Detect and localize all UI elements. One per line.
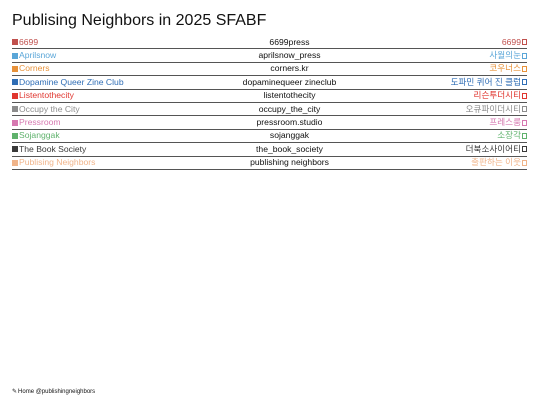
- color-square-icon: [12, 159, 18, 166]
- cell-native: 프레스룸: [377, 116, 527, 129]
- missing-glyph-icon: [522, 79, 527, 86]
- publisher-handle[interactable]: pressroom.studio: [256, 117, 323, 128]
- color-square-icon: [12, 39, 18, 46]
- publisher-name: Occupy the City: [19, 103, 80, 114]
- publisher-native-name: 6699: [501, 36, 521, 47]
- publisher-handle[interactable]: corners.kr: [270, 63, 309, 74]
- cell-name: Listentothecity: [12, 89, 202, 102]
- cell-native: 리슨투더시티: [377, 89, 527, 102]
- publisher-native-name: 오큐파이더시티: [465, 103, 521, 114]
- publisher-handle[interactable]: dopaminequeer zineclub: [242, 76, 337, 87]
- table-row: Occupy the City occupy_the_city 오큐파이더시티: [12, 103, 527, 117]
- publisher-handle[interactable]: 6699press: [269, 36, 310, 47]
- color-square-icon: [12, 119, 18, 126]
- publisher-name: Dopamine Queer Zine Club: [19, 76, 124, 87]
- table-row: Listentothecity listentothecity 리슨투더시티: [12, 90, 527, 103]
- missing-glyph-icon: [522, 159, 527, 166]
- color-square-icon: [12, 132, 18, 139]
- missing-glyph-icon: [522, 92, 527, 99]
- publisher-name: Pressroom: [19, 117, 61, 128]
- neighbors-table: 6699 6699press 6699 Aprilsnow aprilsnow_pres…: [12, 36, 527, 170]
- table-row: Sojanggak sojanggak 소장각: [12, 129, 527, 144]
- publisher-name: Listentothecity: [19, 90, 74, 101]
- cell-native: 오큐파이더시티: [377, 103, 527, 116]
- missing-glyph-icon: [522, 106, 527, 113]
- color-square-icon: [12, 52, 18, 59]
- cell-name: Aprilsnow: [12, 49, 202, 62]
- publisher-handle[interactable]: publishing neighbors: [250, 157, 329, 168]
- missing-glyph-icon: [522, 65, 527, 72]
- publisher-native-name: 리슨투더시티: [473, 90, 521, 101]
- cell-native: 소장각: [377, 129, 527, 142]
- cell-native: 사월의눈: [377, 49, 527, 62]
- publisher-handle[interactable]: sojanggak: [269, 130, 310, 141]
- page-title: Publising Neighbors in 2025 SFABF: [12, 12, 267, 29]
- cell-native: 출판하는 이웃: [377, 156, 527, 169]
- cell-native: 도파민 퀴어 진 클럽: [377, 76, 527, 89]
- cell-name: Pressroom: [12, 116, 202, 129]
- table-row: Publising Neighbors publishing neighbors 출…: [12, 157, 527, 170]
- publisher-name: Sojanggak: [19, 130, 60, 141]
- publisher-native-name: 소장각: [497, 130, 521, 141]
- publisher-handle[interactable]: the_book_society: [256, 143, 323, 154]
- publisher-name: The Book Society: [19, 143, 87, 154]
- footer-link[interactable]: Home @publishingneighbors: [18, 388, 96, 395]
- missing-glyph-icon: [522, 39, 527, 46]
- table-row: 6699 6699press 6699: [12, 36, 527, 50]
- publisher-native-name: 도파민 퀴어 진 클럽: [450, 76, 521, 87]
- publisher-native-name: 코우너스: [489, 63, 521, 74]
- publisher-handle[interactable]: occupy_the_city: [258, 103, 321, 114]
- table-row: Dopamine Queer Zine Club dopaminequeer zi…: [12, 76, 527, 90]
- cell-name: Corners: [12, 62, 202, 75]
- cell-native: 더북소사이어티: [377, 143, 527, 156]
- publisher-native-name: 더북소사이어티: [465, 143, 521, 154]
- publisher-handle[interactable]: aprilsnow_press: [258, 50, 321, 61]
- missing-glyph-icon: [522, 132, 527, 139]
- cell-name: The Book Society: [12, 143, 202, 156]
- table-row: Corners corners.kr 코우너스: [12, 62, 527, 77]
- publisher-native-name: 출판하는 이웃: [471, 157, 521, 168]
- table-row: Aprilsnow aprilsnow_press 사월의눈: [12, 49, 527, 63]
- publisher-native-name: 프레스룸: [489, 117, 521, 128]
- color-square-icon: [12, 146, 18, 153]
- table-row: The Book Society the_book_society 더북소사이어티: [12, 143, 527, 157]
- cell-name: Sojanggak: [12, 129, 202, 142]
- color-square-icon: [12, 92, 18, 99]
- publisher-name: 6699: [19, 36, 39, 47]
- cell-name: Dopamine Queer Zine Club: [12, 76, 202, 89]
- cell-name: Publising Neighbors: [12, 156, 202, 169]
- publisher-name: Publising Neighbors: [19, 157, 96, 168]
- pencil-icon: ✎: [12, 389, 18, 395]
- cell-native: 코우너스: [377, 62, 527, 75]
- publisher-name: Corners: [19, 63, 50, 74]
- publisher-handle[interactable]: listentothecity: [263, 90, 316, 101]
- missing-glyph-icon: [522, 146, 527, 153]
- cell-native: 6699: [377, 36, 527, 49]
- color-square-icon: [12, 106, 18, 113]
- color-square-icon: [12, 79, 18, 86]
- missing-glyph-icon: [522, 52, 527, 59]
- table-row: Pressroom pressroom.studio 프레스룸: [12, 116, 527, 130]
- publisher-native-name: 사월의눈: [489, 50, 521, 61]
- cell-name: 6699: [12, 36, 202, 49]
- publisher-name: Aprilsnow: [19, 50, 57, 61]
- cell-name: Occupy the City: [12, 103, 202, 116]
- footer: ✎ Home @publishingneighbors: [12, 388, 96, 396]
- missing-glyph-icon: [522, 119, 527, 126]
- color-square-icon: [12, 65, 18, 72]
